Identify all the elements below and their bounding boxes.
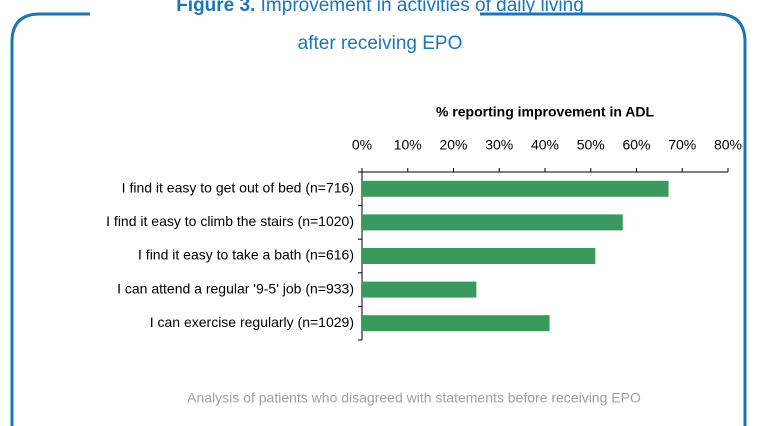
- y-tick-label: I find it easy to get out of bed (n=716): [122, 180, 354, 196]
- bar: [362, 248, 596, 264]
- chart-title: Figure 3. Improvement in activities of d…: [176, 0, 584, 16]
- x-tick-label: 60%: [622, 137, 650, 153]
- axis-title: % reporting improvement in ADL: [436, 104, 655, 120]
- bar: [362, 281, 477, 298]
- x-tick-label: 80%: [714, 137, 742, 153]
- y-tick-label: I find it easy to climb the stairs (n=10…: [106, 213, 354, 229]
- x-tick-label: 10%: [394, 137, 422, 153]
- frame: [10, 12, 90, 426]
- x-tick-label: 0%: [352, 137, 372, 153]
- x-tick-label: 20%: [439, 137, 467, 153]
- x-tick-label: 70%: [668, 137, 696, 153]
- figure-label: Figure 3.: [176, 0, 255, 16]
- bar: [362, 180, 669, 197]
- frame: [480, 12, 747, 426]
- bar: [362, 315, 550, 332]
- x-tick-label: 50%: [577, 137, 605, 153]
- x-tick-label: 30%: [485, 137, 513, 153]
- y-tick-label: I find it easy to take a bath (n=616): [138, 247, 354, 263]
- y-tick-label: I can exercise regularly (n=1029): [150, 314, 354, 330]
- x-tick-label: 40%: [531, 137, 559, 153]
- footnote: Analysis of patients who disagreed with …: [187, 390, 641, 406]
- y-tick-label: I can attend a regular '9-5' job (n=933): [117, 280, 354, 296]
- bar: [362, 214, 623, 231]
- title-line: Improvement in activities of daily livin…: [261, 0, 584, 16]
- title-line: after receiving EPO: [298, 33, 463, 54]
